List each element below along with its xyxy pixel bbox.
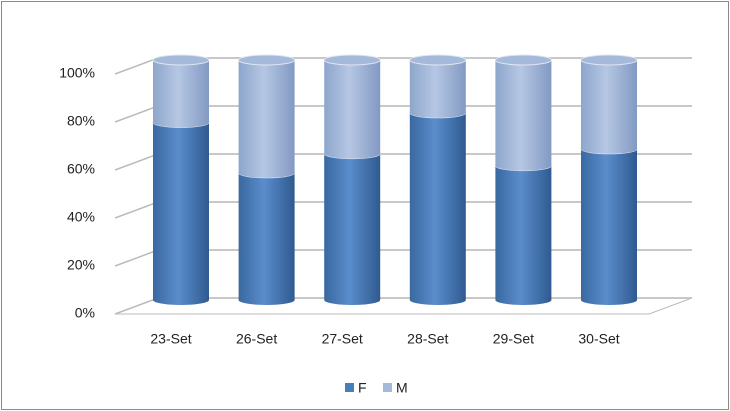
y-tick-label: 20% xyxy=(67,257,95,273)
legend-swatch xyxy=(383,383,392,392)
x-tick-label: 23-Set xyxy=(150,331,191,347)
cylinder-cap xyxy=(238,54,296,66)
legend-label: M xyxy=(396,380,408,396)
grid-line-side xyxy=(114,201,159,219)
cylinder-segment xyxy=(238,172,295,305)
x-tick-label: 26-Set xyxy=(236,331,277,347)
y-tick-label: 40% xyxy=(67,209,95,225)
cylinder-segment xyxy=(238,60,295,178)
cylinder-cap xyxy=(494,54,552,66)
cylinder-cap xyxy=(580,54,638,66)
y-tick-label: 100% xyxy=(59,65,95,81)
cylinder-segment xyxy=(581,60,637,154)
x-tick-label: 29-Set xyxy=(493,331,534,347)
cylinder-segment xyxy=(153,60,209,128)
x-tick-label: 27-Set xyxy=(322,331,363,347)
legend-swatch xyxy=(345,383,354,392)
cylinder-cap xyxy=(323,54,381,66)
cylinder-segment xyxy=(495,60,552,171)
cylinder-segment xyxy=(409,60,466,118)
grid-line-side xyxy=(114,153,159,171)
cylinder-segment xyxy=(324,153,381,305)
cylinder-segment xyxy=(153,122,209,306)
cylinder-segment xyxy=(581,148,637,305)
cylinder-cap xyxy=(152,54,210,66)
grid-line-side xyxy=(114,57,159,75)
cylinder-segment xyxy=(409,112,466,305)
y-tick-label: 60% xyxy=(67,161,95,177)
y-tick-label: 0% xyxy=(75,305,95,321)
cylinder-segment xyxy=(324,60,381,159)
grid-line-side xyxy=(114,297,159,315)
cylinder-cap xyxy=(409,54,467,66)
grid-line-side xyxy=(114,249,159,267)
x-tick-label: 28-Set xyxy=(407,331,448,347)
cylinder-segment xyxy=(495,165,552,305)
y-tick-label: 80% xyxy=(67,113,95,129)
x-tick-label: 30-Set xyxy=(578,331,619,347)
grid-line-side xyxy=(114,105,159,123)
legend-label: F xyxy=(358,380,367,396)
